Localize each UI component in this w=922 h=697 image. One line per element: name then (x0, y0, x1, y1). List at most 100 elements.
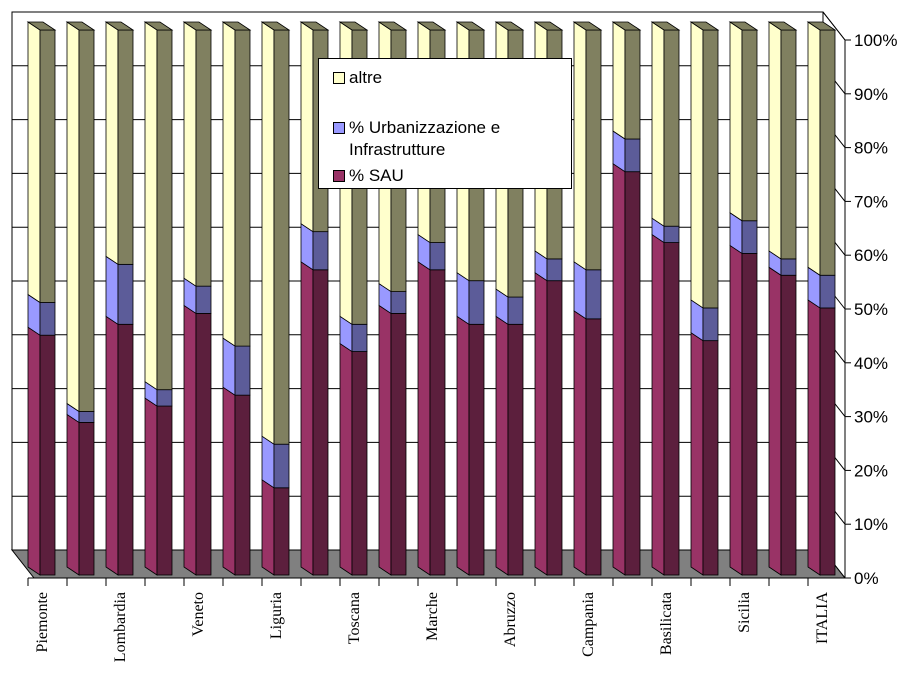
bar-side (300, 261, 314, 576)
bar (222, 337, 251, 396)
bar-front (234, 29, 251, 347)
bar (729, 212, 758, 255)
bar (261, 21, 290, 445)
bar (261, 435, 290, 489)
bar (690, 21, 719, 309)
bar-top (182, 21, 213, 31)
bar-side (768, 21, 782, 260)
legend-swatch (333, 72, 345, 84)
bar-front (663, 225, 680, 243)
bar-side (222, 21, 236, 347)
grid-line (12, 11, 846, 41)
legend-swatch (333, 170, 345, 182)
bar (573, 261, 602, 320)
bar-front (546, 258, 563, 282)
bar-top (767, 21, 798, 31)
bar (105, 21, 134, 266)
bar (183, 21, 212, 287)
bar (417, 233, 446, 271)
bar (417, 261, 446, 576)
y-tick-label: 0% (854, 569, 879, 588)
bar-front (117, 29, 134, 265)
bar-front (273, 443, 290, 489)
bar (495, 288, 524, 326)
bar (729, 244, 758, 576)
bar-side (261, 435, 275, 489)
bar (534, 250, 563, 282)
bar-side (222, 337, 236, 396)
bar-side (27, 21, 41, 304)
bar-side (105, 21, 119, 266)
bar-front (273, 29, 290, 445)
bar-front (780, 258, 797, 276)
bar-front (234, 394, 251, 576)
y-tick-label: 70% (854, 192, 888, 211)
bar (339, 342, 368, 576)
x-tick-label: Piemonte (34, 592, 51, 652)
bar-side (144, 397, 158, 576)
bar (105, 315, 134, 576)
y-tick-label: 40% (854, 354, 888, 373)
bar-front (546, 280, 563, 576)
bar-side (495, 315, 509, 576)
bar-front (39, 302, 56, 336)
bar-front (507, 323, 524, 576)
bar-top (338, 21, 369, 31)
bar-front (195, 285, 212, 314)
legend-label: altre (349, 68, 383, 87)
bar-front (663, 29, 680, 227)
bar-side (612, 21, 626, 140)
bar (27, 21, 56, 304)
bar-side (768, 266, 782, 576)
bar-front (663, 242, 680, 576)
x-tick-label: Campania (580, 592, 597, 657)
bar-front (741, 220, 758, 254)
bar (807, 266, 836, 309)
bar-side (456, 315, 470, 576)
legend-item: altre (333, 67, 563, 89)
bar-side (66, 21, 80, 413)
bar-front (585, 318, 602, 576)
bar (378, 282, 407, 315)
bar-side (105, 255, 119, 326)
bar-top (611, 21, 642, 31)
bar (183, 304, 212, 576)
bar-front (234, 345, 251, 396)
bar-front (195, 29, 212, 287)
bar-front (585, 269, 602, 320)
bar-top (533, 21, 564, 31)
bar-top (728, 21, 759, 31)
x-tick-label: Liguria (268, 592, 285, 639)
bar (534, 271, 563, 576)
bar (27, 326, 56, 576)
bar-side (183, 304, 197, 576)
bar-side (66, 413, 80, 576)
x-tick-label: Abruzzo (502, 592, 519, 647)
bar-front (702, 307, 719, 342)
bar-side (573, 21, 587, 271)
bar-front (78, 29, 95, 412)
y-tick-label: 90% (854, 85, 888, 104)
bar-front (741, 29, 758, 222)
bar-front (156, 405, 173, 576)
bar-front (780, 274, 797, 576)
bar-top (143, 21, 174, 31)
y-tick-label: 30% (854, 408, 888, 427)
bar-front (117, 263, 134, 325)
bar-front (429, 242, 446, 271)
bar (495, 315, 524, 576)
bar (144, 21, 173, 391)
bar-top (806, 21, 837, 31)
bar-top (104, 21, 135, 31)
bar-front (468, 280, 485, 325)
bar-side (729, 244, 743, 576)
y-tick-label: 100% (854, 31, 897, 50)
bar (261, 479, 290, 576)
x-tick-label: Toscana (346, 592, 363, 644)
bar-top (26, 21, 57, 31)
bar (690, 331, 719, 576)
bar (27, 293, 56, 336)
bar-front (585, 29, 602, 271)
x-tick-label: ITALIA (814, 592, 831, 644)
